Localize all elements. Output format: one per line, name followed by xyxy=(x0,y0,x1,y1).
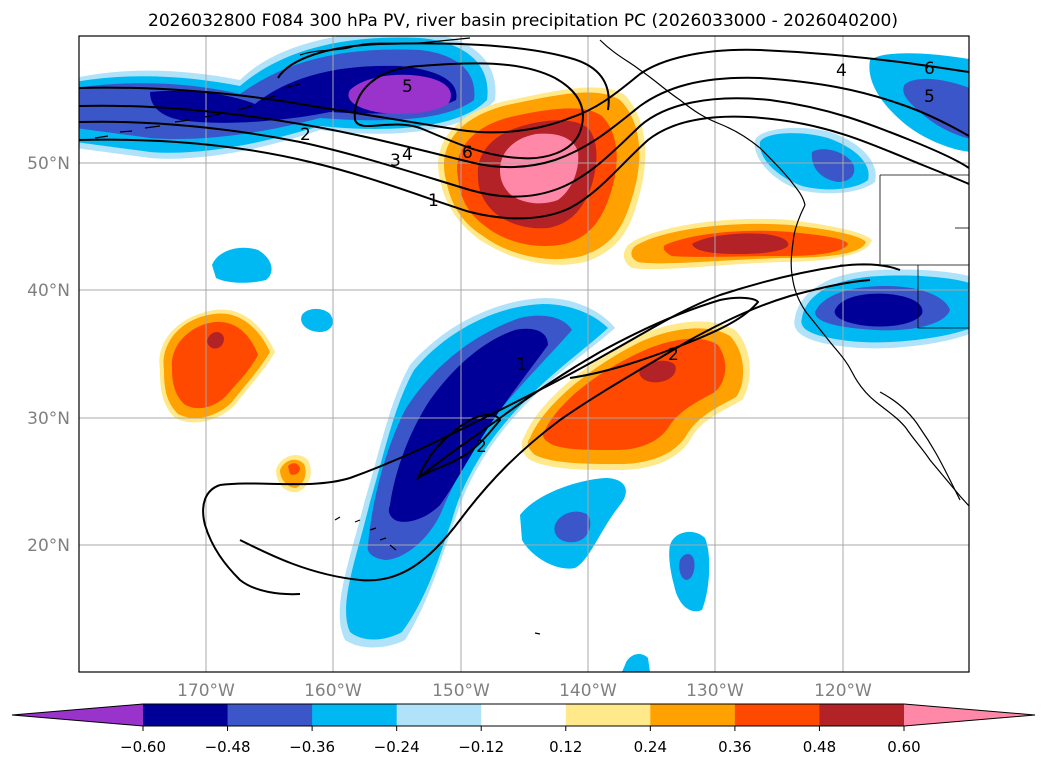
colorbar-tick-label: 0.48 xyxy=(803,738,836,756)
pv-contour-n3 xyxy=(79,97,969,198)
lon-label-160w: 160°W xyxy=(304,681,362,701)
pos-region-west-strong xyxy=(207,332,224,349)
colorbar-segment xyxy=(481,704,567,726)
neg-region-bottom-light xyxy=(622,654,650,672)
lon-label-170w: 170°W xyxy=(177,681,235,701)
pv-label-5: 5 xyxy=(402,77,413,97)
pv-label-2-central: 2 xyxy=(668,345,679,365)
lat-label-20n: 20°N xyxy=(27,536,70,556)
lon-label-130w: 130°W xyxy=(686,681,744,701)
neg-region-central-light xyxy=(346,304,608,640)
pv-contour-inner-2 xyxy=(415,413,502,481)
neg-region-gulf-mid xyxy=(811,149,855,182)
pv-contour-n2 xyxy=(79,76,969,169)
pv-contour-n1 xyxy=(79,48,969,134)
colorbar-segment xyxy=(396,704,482,726)
lon-label-140w: 140°W xyxy=(559,681,617,701)
graticule xyxy=(79,36,969,672)
colorbar: −0.60 −0.48 −0.36 −0.24 −0.12 0.12 0.24 0.36 0.4… xyxy=(11,703,1036,756)
colorbar-tick-label: −0.36 xyxy=(289,738,335,756)
pv-label-5-ne: 5 xyxy=(924,87,935,107)
pv-contour-ring xyxy=(353,62,584,160)
pv-label-6-ne: 6 xyxy=(924,59,935,79)
pv-contours xyxy=(79,42,969,596)
pv-label-4-ne: 4 xyxy=(836,61,847,81)
colorbar-segment xyxy=(227,704,313,726)
lat-label-40n: 40°N xyxy=(27,281,70,301)
pos-region-east-strong xyxy=(692,233,789,254)
lat-label-50n: 50°N xyxy=(27,154,70,174)
latitude-labels: 50°N 40°N 30°N 20°N xyxy=(27,154,70,556)
colorbar-segment xyxy=(565,704,651,726)
aleutian-islands xyxy=(94,83,301,139)
pos-region-central-mid xyxy=(543,338,726,450)
longitude-labels: 170°W 160°W 150°W 140°W 130°W 120°W xyxy=(177,681,872,701)
pv-label-2-sw: 2 xyxy=(476,437,487,457)
pv-contour-labels: 5 2 4 3 1 6 4 6 5 1 2 2 xyxy=(300,59,935,457)
colorbar-extend-min xyxy=(12,704,143,726)
colorbar-tick-label: −0.60 xyxy=(120,738,166,756)
pv-label-1: 1 xyxy=(428,191,439,211)
small-islet xyxy=(534,632,541,635)
pv-label-3: 3 xyxy=(390,151,401,171)
colorbar-segment xyxy=(819,704,905,726)
colorbar-tick-label: 0.60 xyxy=(887,738,920,756)
neg-region-small-1 xyxy=(212,247,272,283)
lon-label-150w: 150°W xyxy=(432,681,490,701)
neg-region-ne-mid xyxy=(903,78,969,139)
na-west-coast xyxy=(790,204,969,507)
colorbar-segment xyxy=(312,704,398,726)
colorbar-extend-max xyxy=(904,704,1035,726)
pos-region-central-strong xyxy=(639,360,676,383)
figure-title: 2026032800 F084 300 hPa PV, river basin … xyxy=(148,11,898,31)
pv-contour-loop xyxy=(202,484,301,596)
neg-region-small-2 xyxy=(301,308,333,332)
neg-region-california-strong xyxy=(834,293,923,327)
pv-label-4: 4 xyxy=(402,145,413,165)
pv-contour-s1 xyxy=(219,263,901,486)
pv-label-2: 2 xyxy=(300,125,311,145)
pv-label-1-central: 1 xyxy=(516,355,527,375)
colorbar-tick-label: −0.48 xyxy=(205,738,251,756)
neg-region-south-mid xyxy=(554,511,591,543)
pv-label-6: 6 xyxy=(462,143,473,163)
colorbar-tick-label: 0.24 xyxy=(634,738,667,756)
baja-peninsula xyxy=(879,391,961,501)
pos-region-west-mid xyxy=(171,321,258,409)
pv-contour-n4 xyxy=(79,115,969,220)
neg-region-north-extreme xyxy=(348,74,451,114)
map-area: 5 2 4 3 1 6 4 6 5 1 2 2 xyxy=(79,36,969,672)
pos-region-main-extreme xyxy=(500,133,579,204)
map-frame xyxy=(78,35,970,673)
pos-region-small-mid xyxy=(288,463,300,475)
lon-label-120w: 120°W xyxy=(814,681,872,701)
neg-region-south-small-mid xyxy=(679,554,695,580)
pv-contour-inner xyxy=(417,296,760,479)
colorbar-segment xyxy=(650,704,736,726)
pv-contour-ring-2 xyxy=(277,42,610,111)
colorbar-segment xyxy=(143,704,229,726)
pv-contour-s2 xyxy=(239,279,871,582)
colorbar-tick-label: −0.12 xyxy=(458,738,504,756)
lat-label-30n: 30°N xyxy=(27,409,70,429)
colorbar-segment xyxy=(734,704,820,726)
colorbar-tick-label: 0.12 xyxy=(549,738,582,756)
colorbar-tick-label: −0.24 xyxy=(374,738,420,756)
colorbar-tick-label: 0.36 xyxy=(718,738,751,756)
hawaii-islands xyxy=(334,516,397,551)
